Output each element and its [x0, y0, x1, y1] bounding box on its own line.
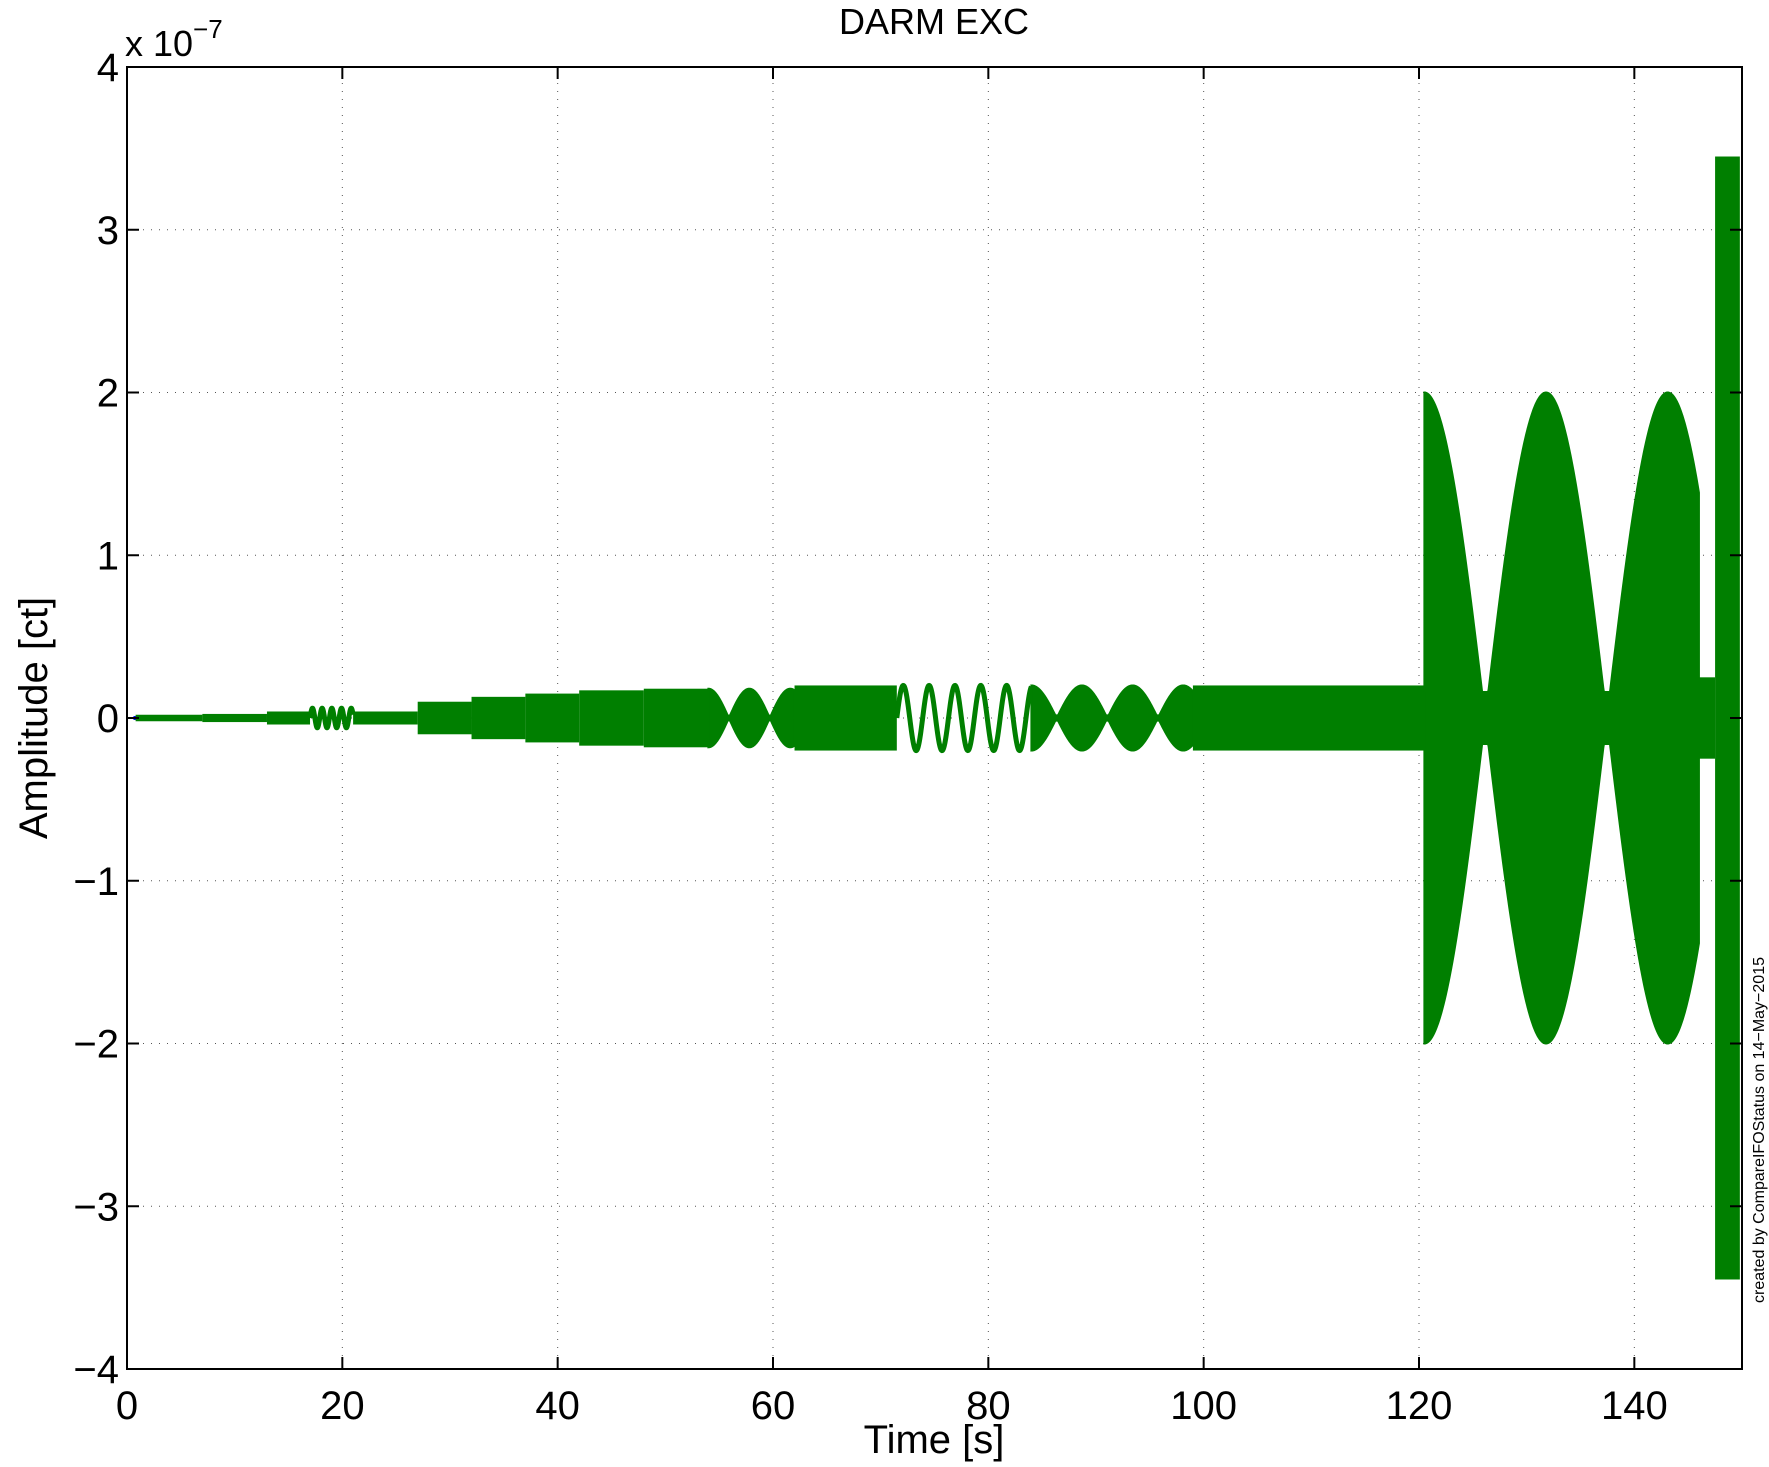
x-tick-label: 0 — [116, 1384, 138, 1428]
ticks — [126, 66, 1742, 1370]
x-tick-label: 40 — [535, 1384, 580, 1428]
x-tick-label: 20 — [320, 1384, 365, 1428]
signal-band — [1192, 685, 1425, 751]
y-exponent-base: x 10 — [125, 23, 193, 64]
signal-beats — [1423, 391, 1700, 1045]
y-tick-label: 2 — [97, 372, 119, 416]
y-tick-label: −3 — [73, 1185, 119, 1229]
y-tick-label: 1 — [97, 534, 119, 578]
excitation-series — [133, 156, 1740, 1280]
signal-band — [525, 693, 580, 743]
credit-text: created by CompareIFOStatus on 14−May−20… — [1751, 957, 1768, 1303]
signal-band — [579, 690, 644, 746]
y-tick-label: 0 — [97, 697, 119, 741]
y-tick-label: −1 — [73, 860, 119, 904]
x-tick-label: 60 — [751, 1384, 796, 1428]
chart-title: DARM EXC — [839, 1, 1029, 42]
signal-band — [417, 701, 472, 735]
signal-band — [794, 685, 897, 751]
x-tick-label: 100 — [1170, 1384, 1237, 1428]
grid — [127, 67, 1742, 1369]
y-tick-labels: −4 −3 −2 −1 0 1 2 3 4 — [73, 46, 119, 1392]
signal-beats — [707, 687, 796, 749]
y-exponent-power: −7 — [193, 14, 223, 44]
y-axis-label: Amplitude [ct] — [12, 597, 56, 839]
signal-band — [135, 714, 203, 722]
signal-sine — [307, 705, 356, 731]
y-tick-label: 4 — [97, 46, 119, 90]
x-tick-label: 140 — [1601, 1384, 1668, 1428]
signal-band — [266, 711, 311, 725]
signal-sine — [894, 682, 1034, 754]
y-tick-label: 3 — [97, 209, 119, 253]
x-tick-label: 80 — [966, 1384, 1011, 1428]
signal-band — [1698, 677, 1716, 759]
x-axis-label: Time [s] — [864, 1418, 1005, 1462]
signal-band — [643, 688, 709, 748]
y-tick-label: −4 — [73, 1348, 119, 1392]
y-exponent: x 10−7 — [125, 14, 223, 64]
signal-band — [353, 711, 418, 725]
signal-band — [202, 713, 267, 723]
signal-band — [471, 696, 526, 740]
y-tick-label: −2 — [73, 1023, 119, 1067]
x-tick-label: 120 — [1386, 1384, 1453, 1428]
x-tick-labels: 0 20 40 60 80 100 120 140 — [116, 1384, 1668, 1428]
